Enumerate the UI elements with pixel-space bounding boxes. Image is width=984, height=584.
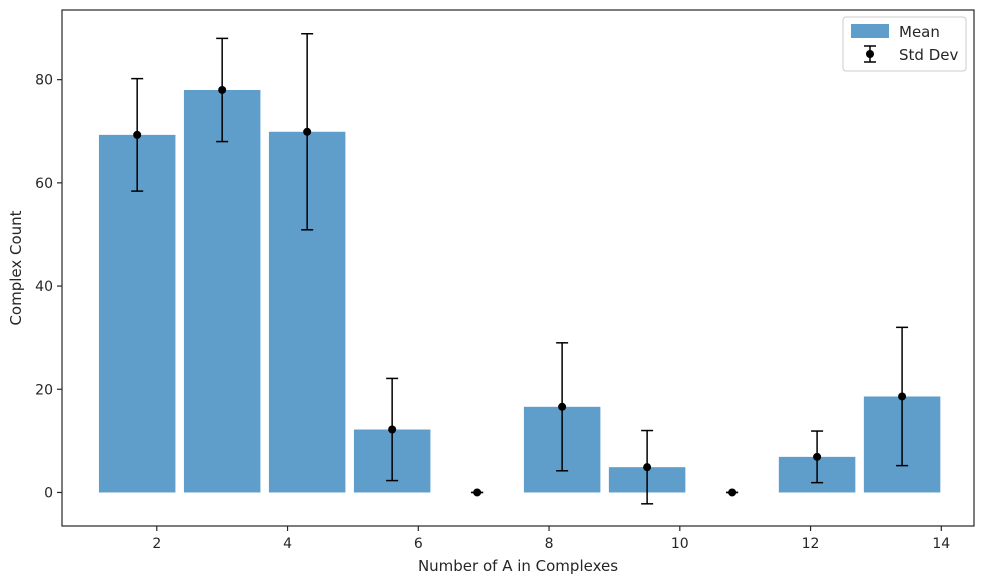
error-bar-2	[216, 37, 229, 143]
mean-point-4	[388, 425, 397, 434]
mean-point-7	[643, 463, 652, 472]
x-tick-label-10: 10	[671, 536, 689, 552]
y-tick-label-0: 0	[44, 485, 53, 501]
y-axis-ticks: 0 20 40 60 80	[35, 73, 62, 501]
bar-1	[98, 134, 176, 493]
x-tick-label-12: 12	[802, 536, 820, 552]
mean-point-6	[558, 402, 567, 411]
y-tick-label-40: 40	[35, 279, 53, 295]
x-tick-label-8: 8	[545, 536, 554, 552]
mean-point-9	[813, 452, 822, 461]
mean-point-10	[898, 392, 907, 401]
legend-swatch-mean	[851, 24, 889, 38]
error-bar-4	[386, 377, 399, 482]
error-bar-7	[641, 429, 654, 505]
x-axis-ticks: 2 4 6 8 10 12 14	[152, 526, 950, 552]
mean-point-3	[303, 127, 312, 136]
y-tick-label-60: 60	[35, 176, 53, 192]
error-bar-8	[726, 488, 739, 497]
error-bar-9	[811, 430, 824, 484]
x-tick-label-2: 2	[152, 536, 161, 552]
bars-layer	[98, 89, 941, 493]
legend: Mean Std Dev	[842, 16, 967, 72]
error-bar-6	[556, 342, 569, 472]
legend-label-mean: Mean	[899, 23, 940, 41]
error-bar-3	[301, 32, 314, 231]
x-tick-label-14: 14	[932, 536, 950, 552]
mean-point-8	[728, 488, 737, 497]
error-bar-1	[131, 77, 144, 192]
mean-point-1	[133, 130, 142, 139]
mean-point-2	[218, 85, 227, 94]
y-tick-label-80: 80	[35, 73, 53, 89]
x-tick-label-6: 6	[414, 536, 423, 552]
y-tick-label-20: 20	[35, 382, 53, 398]
error-bar-5	[471, 488, 484, 497]
x-axis-label: Number of A in Complexes	[418, 557, 618, 575]
plot-area-frame	[61, 9, 975, 527]
error-bars-layer	[131, 32, 909, 505]
y-axis-label: Complex Count	[7, 210, 25, 325]
error-bar-10	[896, 326, 909, 467]
x-tick-label-4: 4	[283, 536, 292, 552]
legend-error-point	[866, 50, 874, 58]
mean-point-5	[473, 488, 482, 497]
legend-swatch-std-dev	[864, 45, 876, 63]
legend-label-std-dev: Std Dev	[899, 46, 958, 64]
bar-2	[183, 89, 261, 493]
